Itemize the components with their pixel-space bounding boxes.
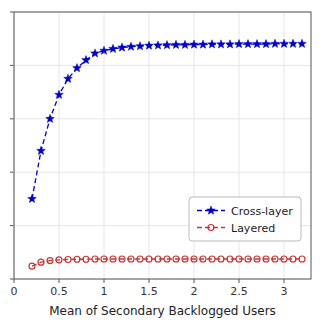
series-marker	[200, 256, 206, 262]
series-marker	[47, 258, 53, 264]
series-marker	[109, 44, 118, 52]
axes: 0 0.5 1 1.5 2 2.5 3	[10, 12, 311, 298]
x-tick	[194, 279, 195, 283]
series-marker	[263, 256, 269, 262]
series-marker	[227, 256, 233, 262]
series-marker	[181, 40, 190, 48]
series-marker	[217, 40, 226, 48]
series-marker	[190, 40, 199, 48]
x-tick-label: 1.5	[140, 285, 158, 298]
series-marker	[163, 41, 172, 49]
y-tick	[10, 279, 14, 280]
series-1	[29, 256, 305, 269]
series-marker	[272, 256, 278, 262]
legend-box	[189, 197, 301, 241]
x-grid-line	[59, 12, 60, 279]
series-marker	[280, 39, 289, 47]
y-tick	[10, 118, 14, 119]
y-tick	[10, 65, 14, 66]
series-marker	[38, 259, 44, 265]
series-marker	[146, 256, 152, 262]
series-marker	[155, 256, 161, 262]
series-marker	[208, 40, 217, 48]
y-tick	[10, 225, 14, 226]
series-marker	[199, 40, 208, 48]
series-marker	[172, 40, 181, 48]
y-tick	[10, 12, 14, 13]
series-marker	[281, 256, 287, 262]
series-marker	[298, 39, 307, 47]
series-0	[28, 39, 307, 202]
legend: Cross-layer Layered	[189, 197, 301, 241]
legend-marker	[207, 206, 216, 214]
x-grid-line	[149, 12, 150, 279]
series-marker	[164, 256, 170, 262]
series-marker	[82, 56, 91, 64]
series-marker	[83, 256, 89, 262]
series-marker	[73, 64, 82, 72]
series-marker	[262, 40, 271, 48]
series-marker	[236, 256, 242, 262]
series-marker	[92, 256, 98, 262]
series-marker	[145, 41, 154, 49]
x-tick	[14, 279, 15, 283]
x-tick	[104, 279, 105, 283]
legend-marker	[208, 225, 214, 231]
x-tick	[239, 279, 240, 283]
series-marker	[289, 39, 298, 47]
x-tick-label: 2.5	[230, 285, 248, 298]
series-marker	[91, 49, 100, 57]
x-tick-label: 1	[101, 285, 108, 298]
series-marker	[37, 146, 46, 154]
series-marker	[271, 39, 280, 47]
series-marker	[74, 256, 80, 262]
series-marker	[119, 256, 125, 262]
plot-frame	[14, 12, 311, 279]
series-marker	[245, 256, 251, 262]
series-marker	[46, 114, 55, 122]
x-tick-label: 3	[281, 285, 288, 298]
series-marker	[182, 256, 188, 262]
series-marker	[244, 40, 253, 48]
series-marker	[226, 40, 235, 48]
series-marker	[254, 256, 260, 262]
series-marker	[110, 256, 116, 262]
series-marker	[191, 256, 197, 262]
series-marker	[154, 41, 163, 49]
series-marker	[28, 194, 37, 202]
y-tick	[10, 172, 14, 173]
series-marker	[127, 42, 136, 50]
series-line	[32, 44, 302, 199]
series-marker	[29, 263, 35, 269]
series-marker	[56, 257, 62, 263]
series-marker	[299, 256, 305, 262]
series-marker	[128, 256, 134, 262]
x-tick	[59, 279, 60, 283]
series-marker	[55, 90, 64, 98]
series-marker	[235, 40, 244, 48]
x-tick-label: 0.5	[50, 285, 68, 298]
series-marker	[290, 256, 296, 262]
plot-area	[28, 39, 307, 269]
series-marker	[137, 256, 143, 262]
series-marker	[100, 46, 109, 54]
x-tick-label: 0	[11, 285, 18, 298]
x-axis-label: Mean of Secondary Backlogged Users	[49, 304, 276, 318]
legend-label: Cross-layer	[231, 205, 293, 218]
series-marker	[64, 74, 73, 82]
x-tick-label: 2	[191, 285, 198, 298]
x-tick	[149, 279, 150, 283]
legend-label: Layered	[231, 222, 275, 235]
series-marker	[101, 256, 107, 262]
series-marker	[118, 43, 127, 51]
series-marker	[218, 256, 224, 262]
x-tick	[284, 279, 285, 283]
series-marker	[173, 256, 179, 262]
series-marker	[65, 257, 71, 263]
series-marker	[209, 256, 215, 262]
series-marker	[253, 40, 262, 48]
series-marker	[136, 42, 145, 50]
chart: 0 0.5 1 1.5 2 2.5 3 Mean of Secondary Backlogge…	[0, 0, 325, 325]
